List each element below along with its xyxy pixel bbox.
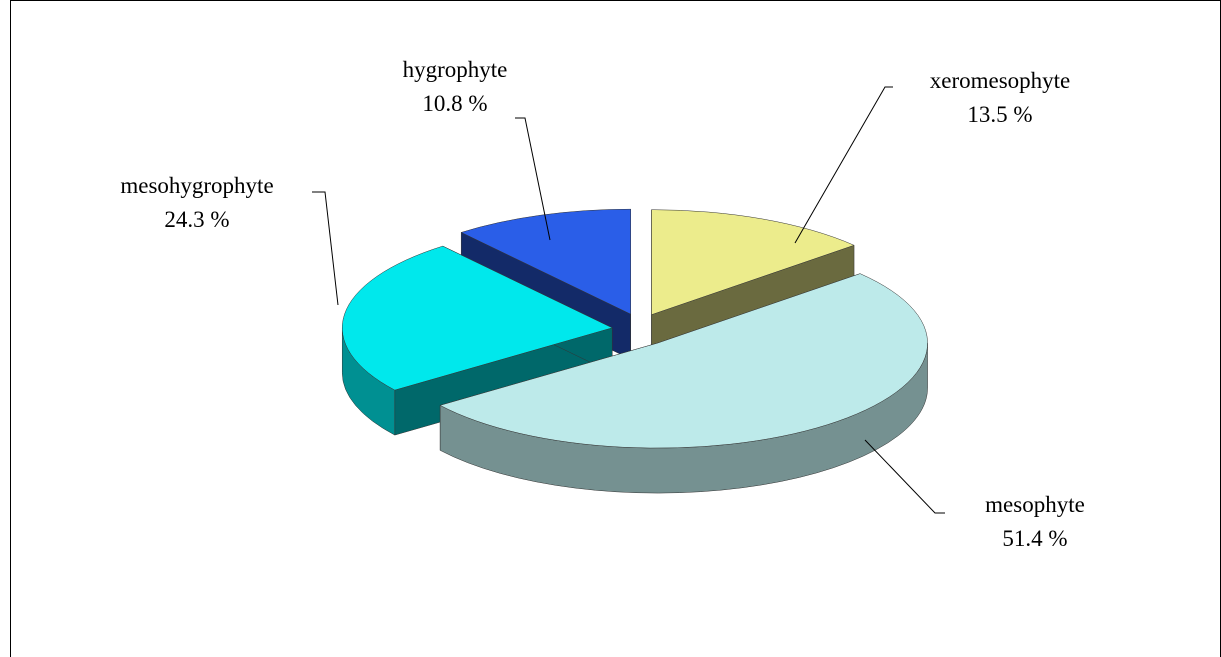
- slice-value-label: 10.8 %: [422, 91, 487, 116]
- slice-label: mesophyte: [985, 492, 1085, 517]
- slice-label: mesohygrophyte: [120, 173, 273, 198]
- slice-label: xeromesophyte: [930, 68, 1071, 93]
- leader-line: [794, 86, 893, 244]
- slice: [460, 208, 631, 315]
- leader-line: [312, 191, 339, 306]
- pie: [341, 208, 928, 494]
- slice-value-label: 13.5 %: [967, 102, 1032, 127]
- slice-label: hygrophyte: [403, 57, 508, 82]
- slice-value-label: 51.4 %: [1002, 526, 1067, 551]
- leader-line: [515, 117, 551, 241]
- slice: [651, 209, 855, 316]
- slice: [341, 245, 613, 391]
- leader-line: [864, 439, 945, 514]
- slice: [439, 273, 928, 449]
- slice-value-label: 24.3 %: [164, 207, 229, 232]
